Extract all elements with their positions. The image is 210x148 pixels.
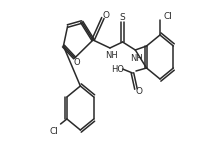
Text: O: O xyxy=(74,58,80,66)
Text: O: O xyxy=(136,87,143,96)
Text: O: O xyxy=(102,11,109,20)
Text: S: S xyxy=(120,12,126,21)
Text: Cl: Cl xyxy=(164,12,172,21)
Text: NH: NH xyxy=(105,50,118,59)
Text: HO: HO xyxy=(111,65,124,74)
Text: Cl: Cl xyxy=(50,127,59,136)
Text: NH: NH xyxy=(130,53,142,62)
